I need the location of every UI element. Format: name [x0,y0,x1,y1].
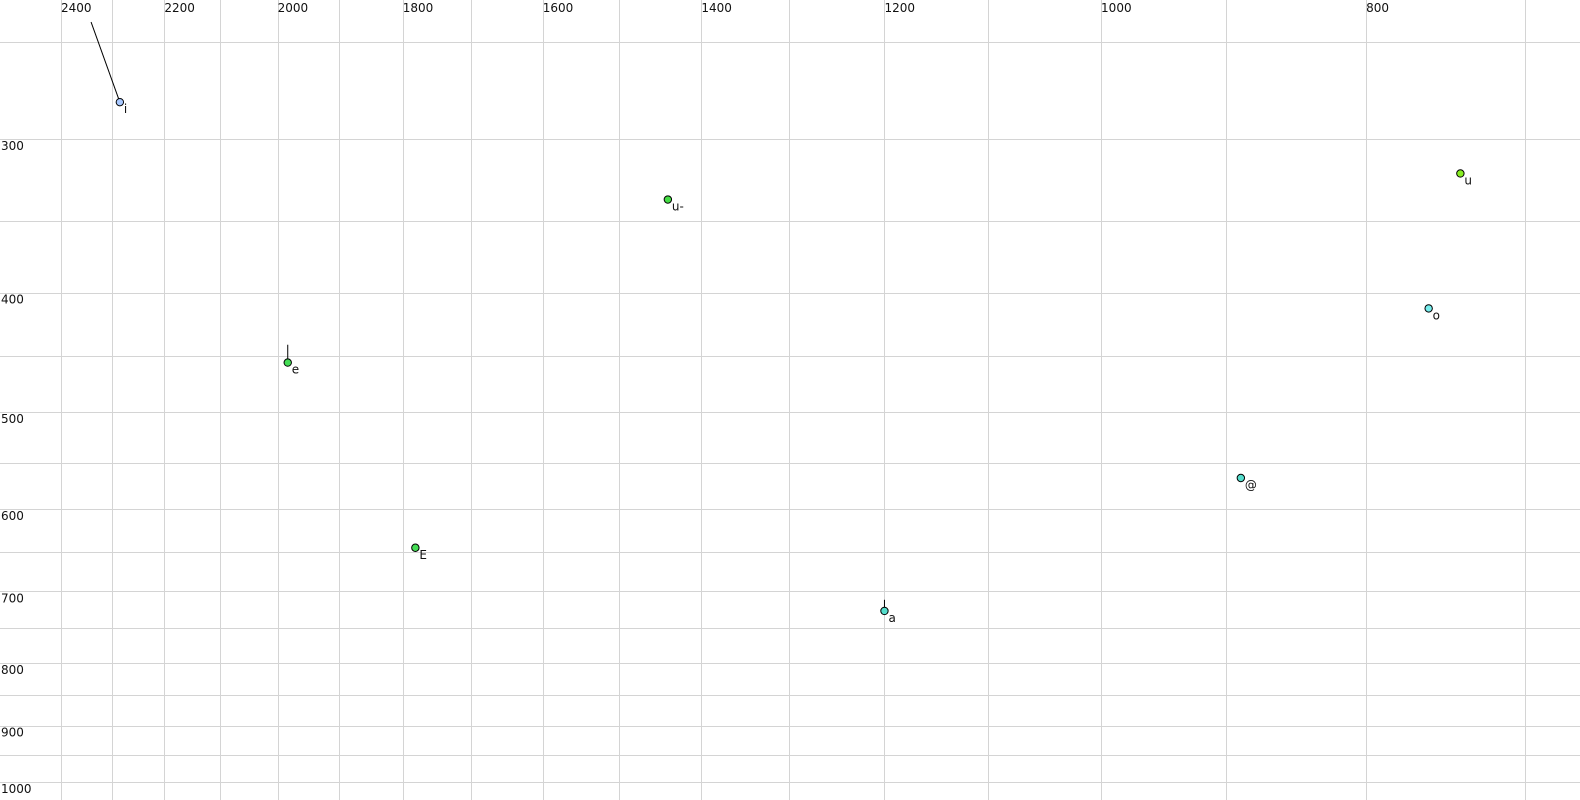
y-tick-label: 500 [1,412,24,426]
vowel-point [283,358,292,367]
vowel-point [880,606,889,616]
y-tick-label: 800 [1,663,24,677]
vowel-label: e [292,363,299,377]
x-tick-label: 800 [1366,1,1389,15]
x-tick-label: 2400 [61,1,92,15]
data-points: i u-u o e E @ a [90,21,1472,625]
vowel-label: E [419,548,427,562]
vowel-point [1456,169,1465,178]
x-tick-label: 1000 [1101,1,1132,15]
x-tick-label: 2000 [278,1,309,15]
vowel-point [1424,304,1433,313]
y-tick-label: 300 [1,139,24,153]
x-tick-label: 2200 [164,1,195,15]
x-tick-label: 1800 [403,1,434,15]
vowel-label: i [124,102,127,116]
y-tick-label: 600 [1,509,24,523]
y-tick-label: 700 [1,591,24,605]
vowel-label: o [1433,308,1440,322]
y-tick-label: 900 [1,726,24,740]
vowel-label: u- [672,200,684,214]
vowel-point [115,97,125,107]
vowel-point [411,543,420,552]
vowel-label: a [888,611,895,625]
vowel-point [663,195,673,204]
x-tick-label: 1200 [884,1,915,15]
x-tick-label: 1600 [543,1,574,15]
tick-labels: 2400 2200 2000 1800 1600 1400 1200 1000 800 300 40… [1,1,1389,796]
vowel-point [1236,473,1246,483]
y-tick-label: 1000 [1,782,32,796]
y-tick-label: 400 [1,293,24,307]
formant-trajectory [90,21,121,103]
vowel-label: u [1464,173,1472,187]
vowel-label: @ [1245,478,1257,492]
x-tick-label: 1400 [701,1,732,15]
